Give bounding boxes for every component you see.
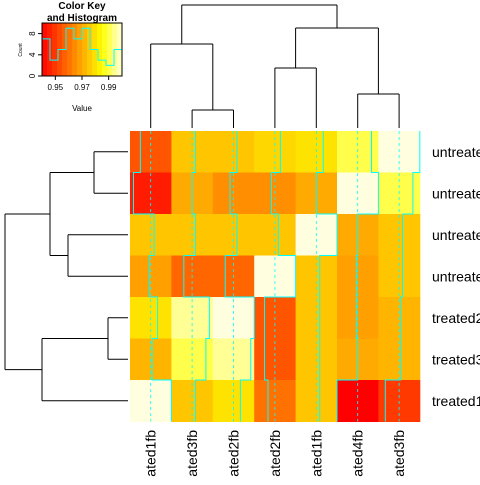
- color-key-ytick-label: 4: [28, 52, 37, 57]
- heatmap-cells: [130, 131, 421, 422]
- color-key-histogram: [41, 27, 123, 76]
- row-label: treated1: [432, 393, 480, 409]
- color-key-bin: [107, 23, 113, 76]
- color-key-xtick-label: 0.97: [74, 83, 90, 92]
- row-label: untreate: [432, 144, 480, 160]
- column-trace: [224, 131, 255, 422]
- color-key-bin: [102, 23, 108, 76]
- color-key-axes: 0.95 0.97 0.99 0 4 8: [28, 22, 123, 92]
- heatmap-traces: [132, 131, 421, 422]
- column-label: ated1fb: [308, 430, 324, 477]
- color-key-histogram-line: [41, 27, 123, 76]
- row-label: treated3: [432, 351, 480, 367]
- column-label: ated2fb: [267, 430, 283, 477]
- column-trace: [264, 131, 297, 422]
- column-trace: [183, 131, 210, 422]
- color-key-title-line2: and Histogram: [47, 13, 117, 24]
- column-label: ated2fb: [226, 430, 242, 477]
- column-labels: ated1fb ated3fb ated2fb ated2fb ated1fb ated4…: [143, 430, 407, 477]
- color-key: Color Key and Histogram 0.95 0.97 0.99048 …: [18, 1, 123, 113]
- color-key-ylabel: Count: [18, 43, 24, 57]
- color-key-ytick-label: 8: [28, 31, 37, 36]
- column-trace: [315, 131, 338, 422]
- row-dendrogram: [4, 151, 128, 402]
- color-key-bin: [52, 23, 58, 76]
- column-label: ated3fb: [184, 430, 200, 477]
- column-trace: [132, 131, 172, 422]
- row-labels: untreate untreate untreate untreate treated2…: [432, 144, 480, 409]
- column-trace: [384, 131, 421, 422]
- color-key-title-line1: Color Key: [58, 1, 106, 12]
- column-dendrogram: [150, 4, 400, 128]
- color-key-bin: [72, 23, 78, 76]
- row-label: untreate: [432, 268, 480, 284]
- row-label: treated2: [432, 310, 480, 326]
- color-key-bin: [77, 23, 83, 76]
- column-trace: [336, 131, 379, 422]
- column-label: ated3fb: [391, 430, 407, 477]
- color-key-bin: [42, 23, 48, 76]
- column-label: ated1fb: [143, 430, 159, 477]
- color-key-xlabel: Value: [72, 104, 92, 113]
- color-key-bin: [97, 23, 103, 76]
- row-label: untreate: [432, 185, 480, 201]
- column-label: ated4fb: [350, 430, 366, 477]
- color-key-ytick-label: 0: [28, 73, 37, 78]
- color-key-bin: [82, 23, 88, 76]
- color-key-bin: [67, 23, 73, 76]
- row-label: untreate: [432, 227, 480, 243]
- color-key-xtick-label: 0.99: [101, 83, 117, 92]
- color-key-xtick-label: 0.95: [48, 83, 64, 92]
